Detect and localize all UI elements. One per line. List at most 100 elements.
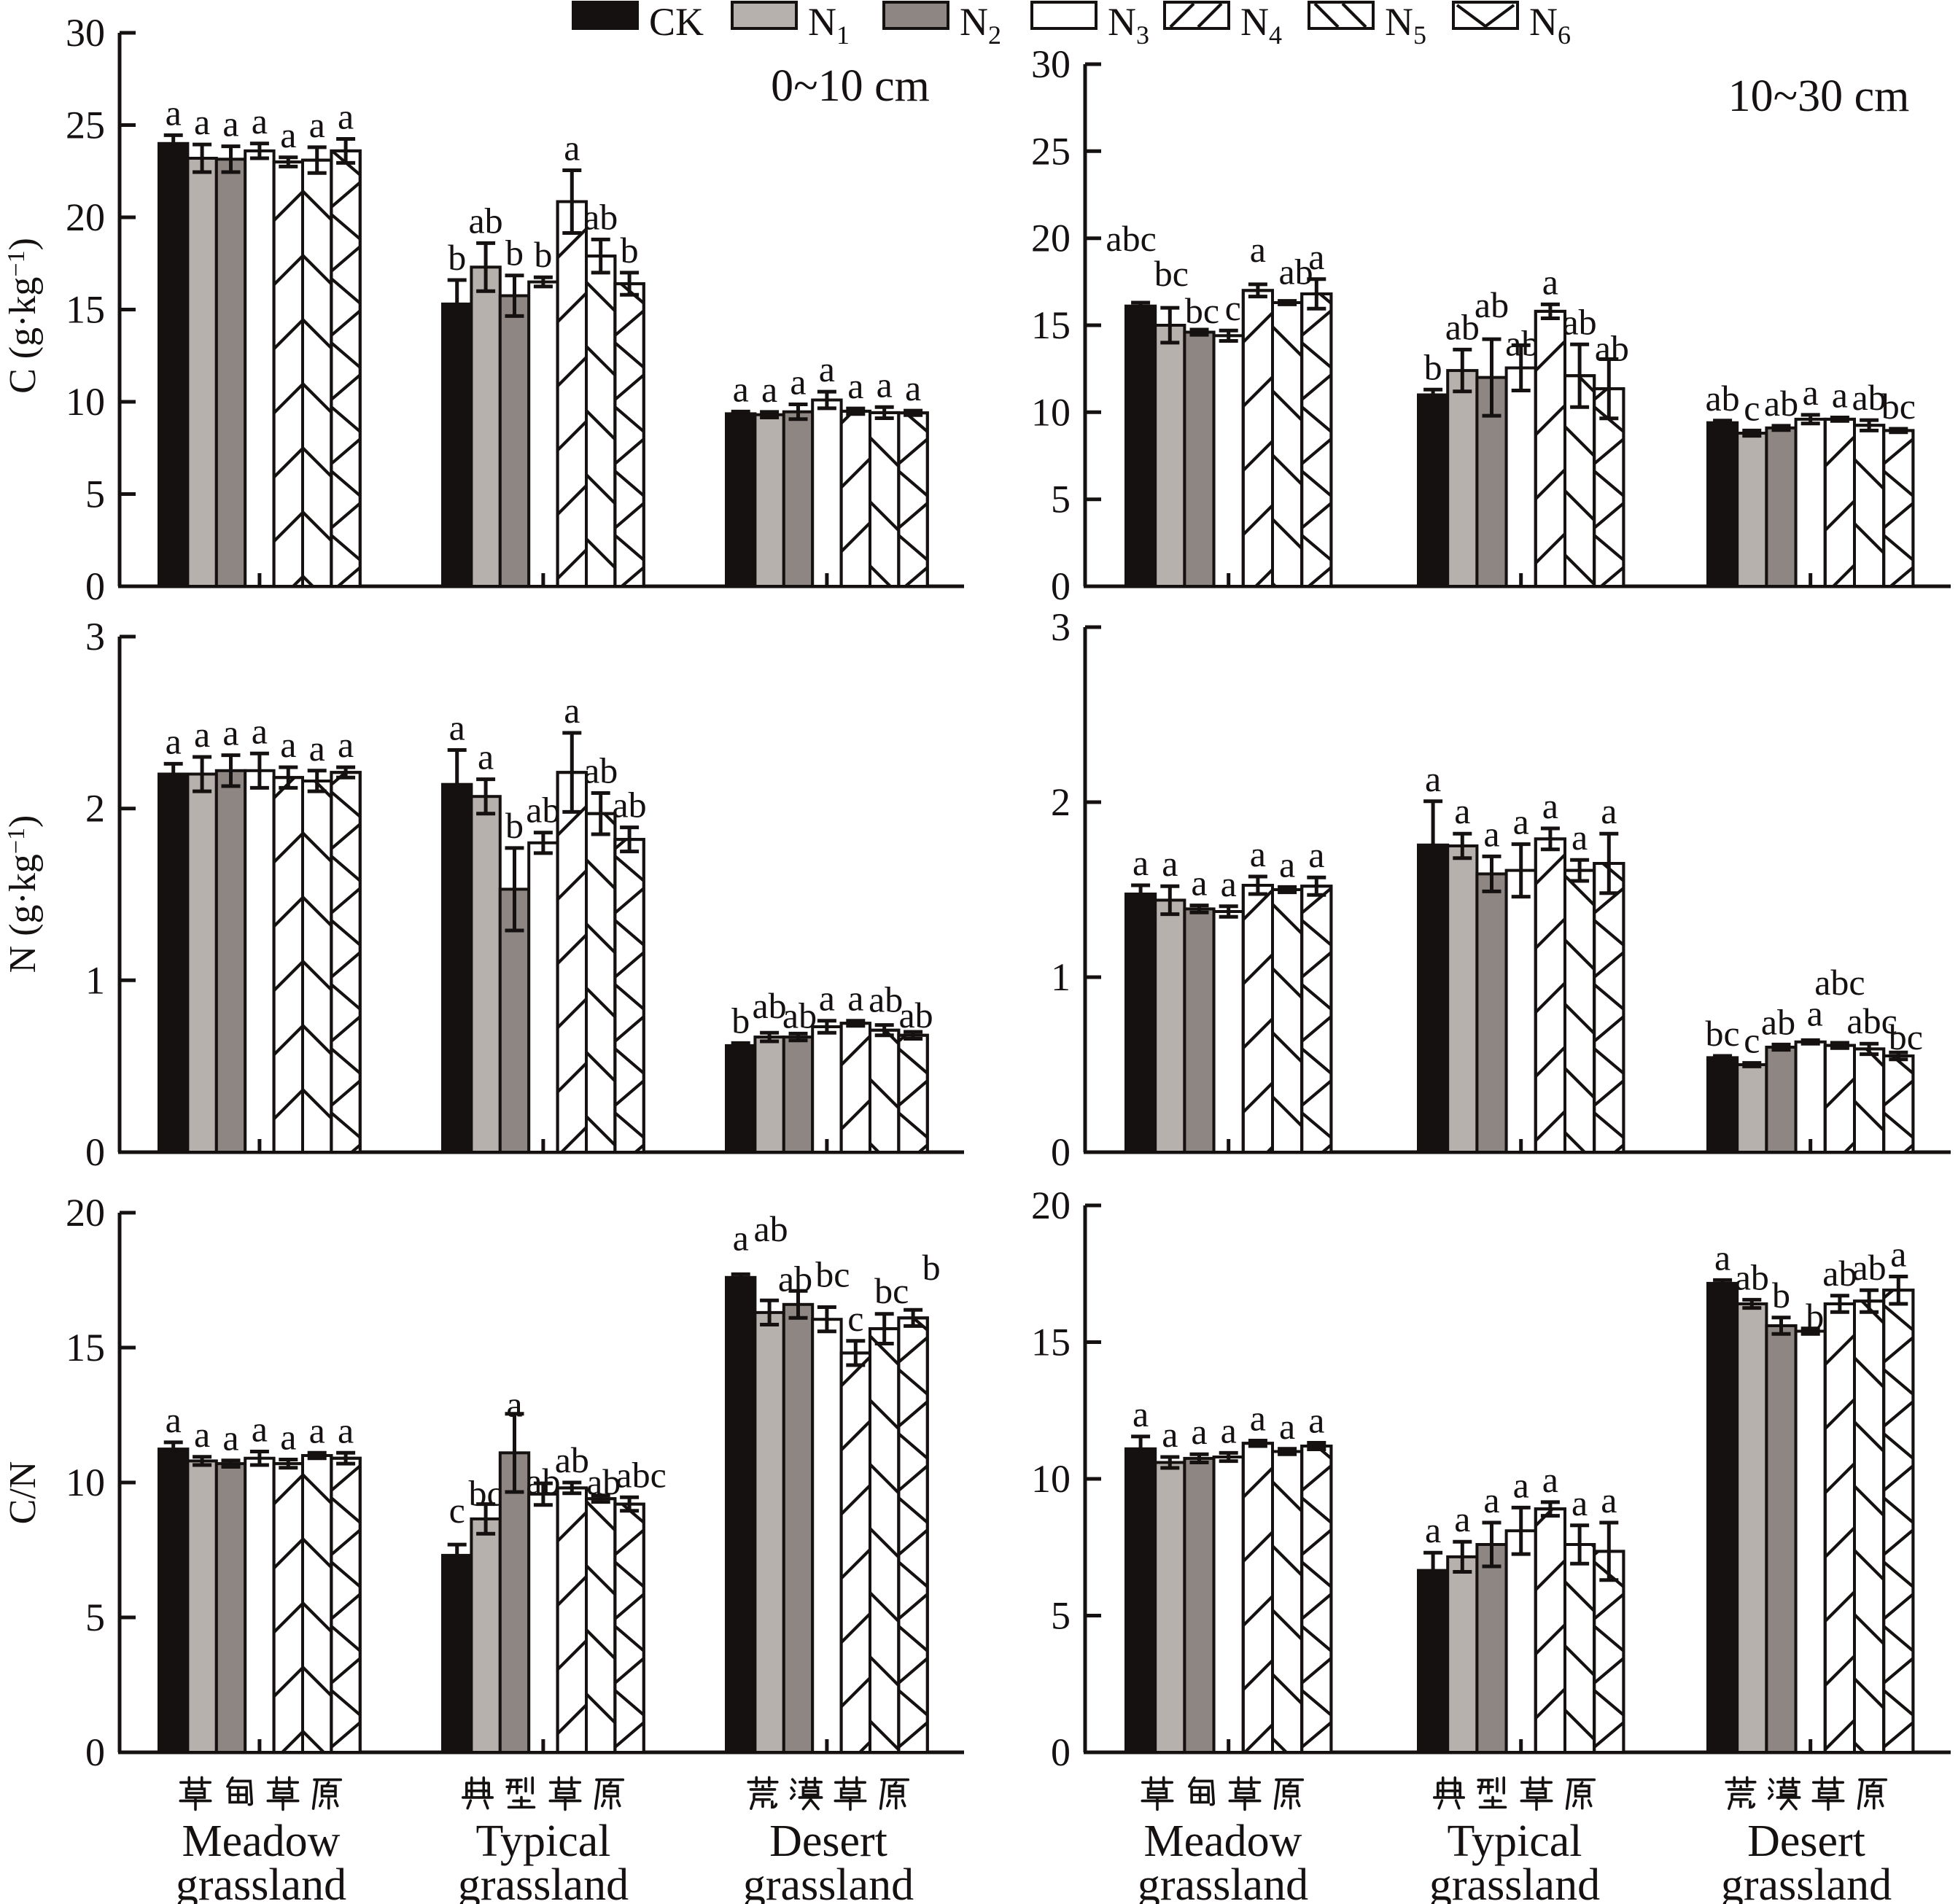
svg-text:a: a <box>847 978 863 1019</box>
svg-text:a: a <box>252 1409 268 1450</box>
svg-text:3: 3 <box>1051 605 1071 649</box>
svg-text:N3: N3 <box>1108 0 1149 50</box>
svg-text:bc: bc <box>1185 290 1219 331</box>
svg-text:a: a <box>790 362 806 403</box>
svg-text:a: a <box>1133 842 1149 883</box>
svg-text:b: b <box>505 805 524 846</box>
svg-text:a: a <box>166 92 182 133</box>
svg-text:b: b <box>505 233 524 273</box>
svg-text:a: a <box>449 707 465 748</box>
svg-text:10: 10 <box>1031 390 1071 434</box>
svg-text:20: 20 <box>66 1191 105 1235</box>
svg-text:5: 5 <box>1051 478 1071 521</box>
svg-text:a: a <box>1542 261 1558 302</box>
svg-text:c: c <box>1225 287 1241 328</box>
svg-text:a: a <box>1191 863 1207 904</box>
svg-text:b: b <box>448 237 466 278</box>
svg-text:ab: ab <box>1764 383 1798 424</box>
svg-text:ab: ab <box>468 200 502 241</box>
svg-text:a: a <box>1308 1400 1324 1441</box>
svg-text:a: a <box>309 1410 325 1450</box>
svg-text:20: 20 <box>1031 1184 1071 1227</box>
svg-text:abc: abc <box>1814 962 1865 1003</box>
svg-text:a: a <box>194 1414 210 1455</box>
svg-text:15: 15 <box>66 1326 105 1369</box>
svg-text:15: 15 <box>1031 1321 1071 1364</box>
svg-text:ab: ab <box>586 1461 621 1502</box>
svg-text:a: a <box>1601 790 1617 831</box>
svg-text:a: a <box>338 96 354 137</box>
svg-text:ab: ab <box>555 1439 589 1480</box>
svg-text:grassland: grassland <box>1138 1860 1308 1904</box>
svg-text:a: a <box>1221 1410 1237 1450</box>
svg-text:a: a <box>564 690 580 731</box>
svg-text:a: a <box>1483 1480 1499 1520</box>
svg-text:b: b <box>1772 1275 1790 1316</box>
svg-text:a: a <box>1572 1483 1588 1523</box>
svg-text:ab: ab <box>1705 378 1739 419</box>
svg-text:a: a <box>309 728 325 769</box>
svg-text:b: b <box>1424 346 1442 387</box>
svg-text:5: 5 <box>85 473 105 516</box>
svg-text:grassland: grassland <box>458 1860 629 1904</box>
svg-text:ab: ab <box>583 196 618 237</box>
svg-text:ab: ab <box>583 750 618 791</box>
svg-text:grassland: grassland <box>1429 1860 1600 1904</box>
svg-text:c: c <box>847 1298 863 1339</box>
svg-text:a: a <box>1308 236 1324 277</box>
svg-text:a: a <box>819 978 835 1019</box>
svg-text:a: a <box>252 101 268 141</box>
svg-text:bc: bc <box>1881 386 1916 427</box>
svg-text:abc: abc <box>615 1454 666 1495</box>
svg-text:a: a <box>280 114 296 155</box>
svg-text:10: 10 <box>66 380 105 424</box>
svg-text:a: a <box>1714 1237 1730 1278</box>
svg-text:N6: N6 <box>1529 0 1571 50</box>
svg-text:Desert: Desert <box>1747 1816 1865 1866</box>
svg-text:b: b <box>621 230 639 271</box>
svg-text:a: a <box>1221 863 1237 904</box>
svg-text:Desert: Desert <box>769 1816 887 1866</box>
svg-text:0: 0 <box>1051 564 1071 608</box>
svg-text:bc: bc <box>1705 1013 1739 1054</box>
svg-text:a: a <box>1454 1499 1470 1539</box>
svg-text:0: 0 <box>85 1730 105 1774</box>
svg-text:a: a <box>1454 790 1470 831</box>
svg-text:CK: CK <box>649 0 704 44</box>
svg-text:ab: ab <box>898 995 933 1035</box>
svg-text:a: a <box>338 724 354 765</box>
svg-text:0: 0 <box>85 564 105 608</box>
svg-text:20: 20 <box>1031 217 1071 260</box>
svg-text:15: 15 <box>66 288 105 332</box>
svg-text:ab: ab <box>1278 252 1313 292</box>
svg-text:a: a <box>1803 372 1819 413</box>
svg-text:a: a <box>1162 843 1178 884</box>
svg-text:abc: abc <box>1106 218 1156 259</box>
svg-text:a: a <box>1601 1480 1617 1520</box>
svg-text:25: 25 <box>66 104 105 147</box>
svg-text:C/N: C/N <box>2 1461 44 1525</box>
svg-text:a: a <box>761 369 777 410</box>
svg-text:bc: bc <box>874 1270 909 1311</box>
svg-text:a: a <box>252 710 268 751</box>
svg-text:30: 30 <box>66 11 105 55</box>
svg-text:abc: abc <box>1846 1000 1897 1041</box>
svg-text:a: a <box>564 128 580 168</box>
svg-text:10: 10 <box>66 1461 105 1504</box>
svg-text:5: 5 <box>1051 1594 1071 1638</box>
svg-text:a: a <box>222 1418 238 1458</box>
svg-text:a: a <box>877 364 893 405</box>
svg-text:1: 1 <box>85 958 105 1002</box>
svg-text:a: a <box>1832 375 1848 416</box>
svg-text:a: a <box>1807 992 1823 1033</box>
svg-text:a: a <box>1250 834 1266 874</box>
svg-text:a: a <box>1250 229 1266 270</box>
svg-text:a: a <box>1513 1464 1529 1505</box>
svg-text:ab: ab <box>1595 328 1629 369</box>
svg-text:ab: ab <box>612 785 646 825</box>
svg-text:c: c <box>449 1490 465 1531</box>
svg-text:a: a <box>1483 813 1499 854</box>
svg-text:a: a <box>506 1384 522 1425</box>
svg-text:a: a <box>166 720 182 761</box>
svg-text:grassland: grassland <box>743 1860 914 1904</box>
